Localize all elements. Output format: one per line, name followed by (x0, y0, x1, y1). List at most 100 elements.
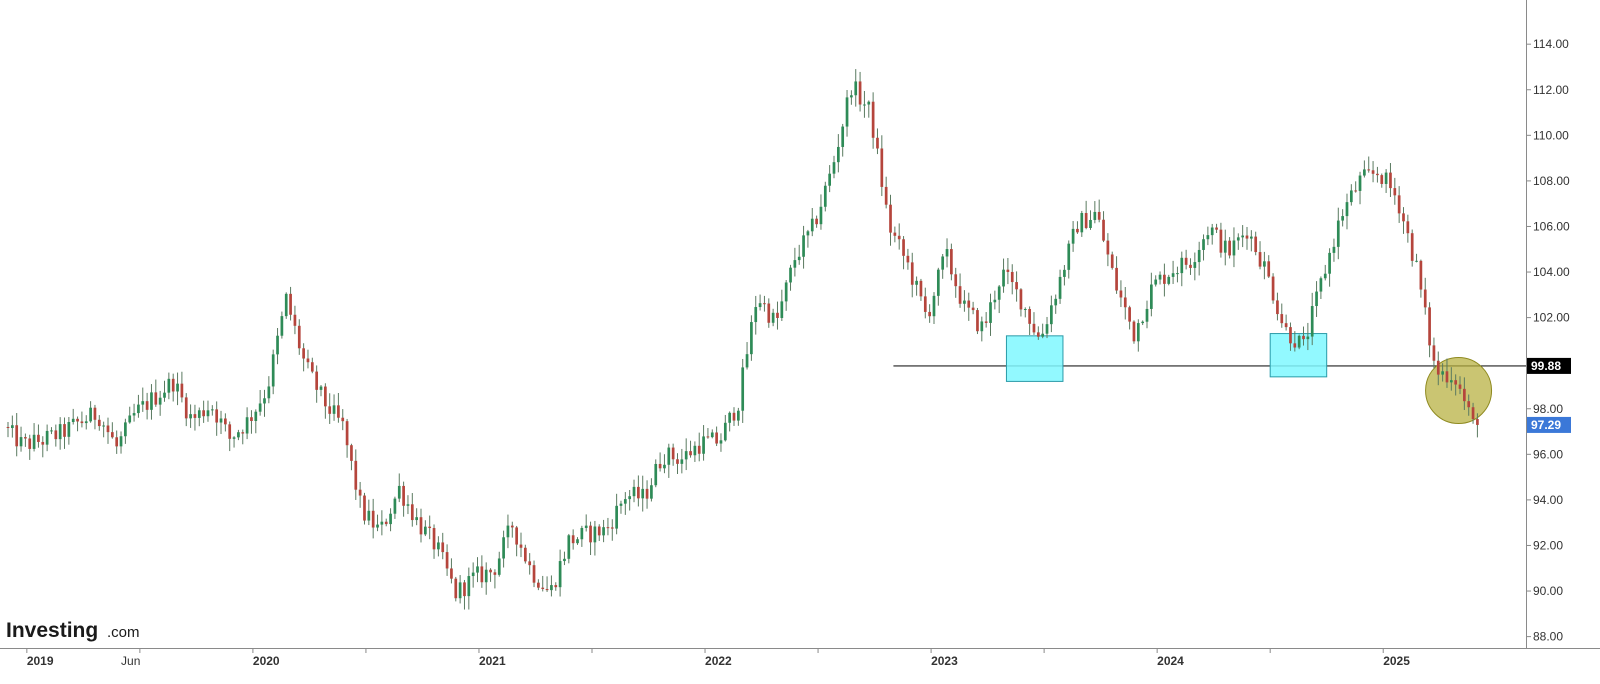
candle-body (1471, 407, 1475, 420)
candle-body (297, 325, 301, 349)
candle (667, 443, 671, 478)
candle-body (1293, 343, 1297, 348)
candle-body (619, 503, 623, 506)
candle (1258, 241, 1262, 270)
candle-body (493, 572, 497, 575)
candle (250, 410, 253, 434)
candle (389, 508, 392, 532)
candle-body (241, 432, 245, 434)
candle (1202, 234, 1205, 261)
candle-body (1358, 175, 1362, 191)
candle (1089, 210, 1092, 230)
candle-body (1236, 237, 1240, 241)
candle-body (28, 438, 32, 449)
candle (371, 498, 375, 539)
candle-body (1432, 345, 1436, 361)
candle (176, 372, 179, 406)
candle-body (658, 463, 662, 469)
candle (350, 443, 353, 471)
candle-body (710, 432, 714, 438)
candle (193, 404, 197, 431)
candle-body (654, 463, 658, 486)
candle (463, 579, 466, 610)
candle-body (189, 414, 192, 419)
candle (224, 413, 227, 432)
candle (1006, 257, 1010, 285)
candle (497, 551, 501, 577)
candle-body (310, 362, 314, 372)
candle-body (1297, 335, 1301, 348)
candle (32, 423, 36, 452)
y-tick-label: 102.00 (1533, 311, 1570, 325)
candle-body (263, 398, 266, 404)
candle (215, 401, 219, 436)
candle (297, 319, 301, 355)
price-badge-text: 99.88 (1531, 359, 1561, 373)
candle-body (1354, 190, 1358, 192)
candle (110, 422, 114, 439)
candle (932, 292, 936, 325)
candle (1141, 320, 1145, 326)
candle (150, 384, 153, 420)
candle-body (528, 561, 532, 566)
candle (836, 134, 840, 173)
candle (1084, 200, 1088, 230)
highlight-circle[interactable] (1425, 357, 1493, 425)
candle (889, 194, 892, 246)
candle (1219, 222, 1223, 258)
candle-body (445, 552, 449, 569)
candle (1345, 193, 1349, 230)
candle-body (897, 235, 901, 240)
candle (480, 555, 484, 588)
candle-body (1019, 289, 1023, 310)
candle (1150, 272, 1153, 317)
candle-body (836, 146, 840, 163)
candle-body (1141, 321, 1145, 324)
candle (124, 418, 127, 444)
candle (1310, 292, 1314, 346)
candle-body (793, 260, 797, 268)
candle (910, 252, 914, 298)
candle-body (663, 464, 666, 469)
candle (1145, 300, 1149, 329)
candle (719, 433, 723, 452)
candle (15, 413, 19, 457)
candle (1154, 275, 1158, 287)
candle (615, 493, 618, 535)
candle-body (706, 436, 710, 438)
candle-body (67, 422, 71, 437)
candle (167, 372, 171, 400)
candle-body (884, 186, 888, 205)
candle (419, 508, 423, 543)
candle-body (645, 488, 649, 499)
candle-body (293, 314, 297, 326)
candle-body (354, 460, 358, 490)
candle-body (406, 504, 410, 506)
candle-body (106, 425, 110, 433)
candle-body (628, 496, 632, 500)
candle (502, 530, 505, 568)
candle-body (650, 485, 653, 499)
candle-body (880, 148, 884, 187)
candle-body (397, 485, 401, 499)
candle (950, 243, 953, 281)
candle-body (1376, 173, 1379, 176)
candle (850, 90, 853, 105)
candle (1158, 271, 1162, 285)
candle-body (1167, 276, 1171, 284)
x-tick-label: 2022 (705, 654, 732, 668)
candle-body (1380, 175, 1384, 184)
candle-body (1336, 220, 1340, 247)
support-zone-box[interactable] (1005, 335, 1064, 382)
candle-body (1341, 216, 1344, 221)
candle-body (1315, 291, 1318, 307)
candle (171, 373, 175, 402)
candle (119, 431, 123, 454)
candle-body (567, 535, 571, 559)
candle (1458, 376, 1462, 395)
candle-body (1393, 188, 1397, 196)
candle-body (163, 392, 166, 398)
candle (276, 328, 279, 365)
candle (576, 537, 579, 545)
